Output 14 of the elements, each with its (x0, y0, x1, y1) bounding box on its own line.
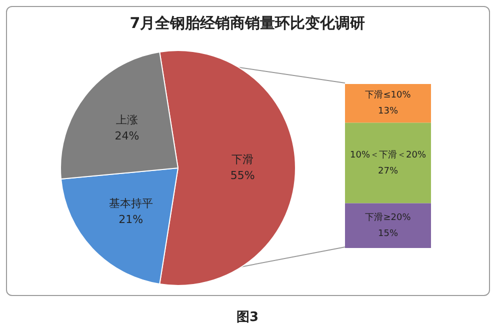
data-label: 24% (114, 129, 140, 142)
series-label: 下滑≥20% (365, 212, 412, 223)
data-label: 15% (378, 228, 398, 239)
series-label: 10%＜下滑＜20% (350, 149, 426, 160)
data-label: 55% (230, 168, 255, 182)
slice-label: 上涨 (116, 113, 138, 126)
data-label: 27% (378, 166, 398, 176)
data-label: 13% (378, 106, 398, 117)
caption: 图3 (235, 309, 260, 326)
slice-label: 下滑 (232, 152, 254, 166)
series-label: 下滑≤10% (365, 90, 412, 101)
slice-label: 基本持平 (108, 197, 153, 210)
chart-title: 7月全钢胎经销商销量环比变化调研 (128, 14, 366, 33)
data-label: 21% (118, 213, 144, 226)
